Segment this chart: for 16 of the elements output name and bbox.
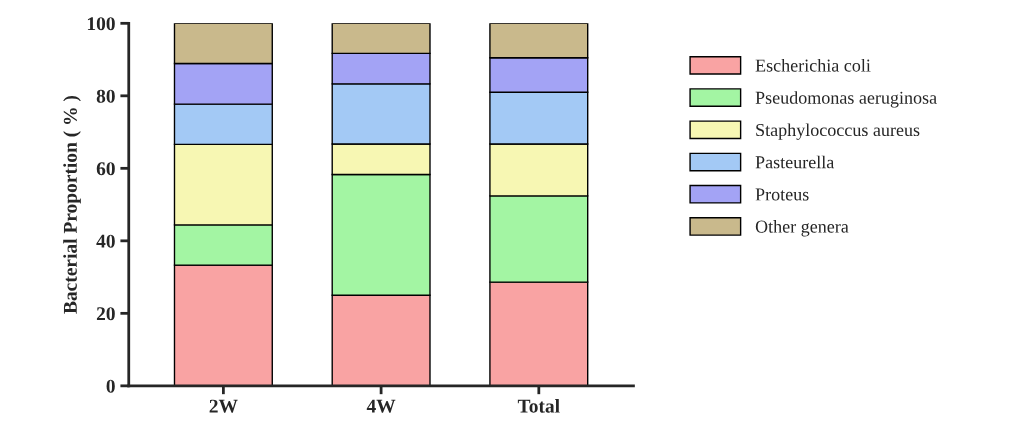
x-tick-label: 4W bbox=[366, 399, 396, 413]
x-tick-label: Total bbox=[517, 399, 560, 413]
y-tick-label: 40 bbox=[96, 234, 115, 248]
legend-label: Pasteurella bbox=[755, 155, 835, 169]
y-axis-title: Bacterial Proportion ( % ) bbox=[63, 95, 81, 314]
legend-label: Pseudomonas aeruginosa bbox=[755, 91, 937, 108]
legend-label: Other genera bbox=[755, 220, 849, 237]
y-tick-label: 80 bbox=[96, 89, 115, 103]
legend-label: Escherichia coli bbox=[755, 58, 871, 72]
legend-label: Staphylococcus aureus bbox=[756, 123, 920, 140]
x-tick-label: 2W bbox=[209, 399, 238, 413]
y-tick-label: 100 bbox=[87, 17, 115, 31]
legend-label: Proteus bbox=[755, 188, 809, 201]
y-tick-label: 20 bbox=[96, 307, 115, 321]
y-tick-label: 0 bbox=[106, 379, 115, 393]
y-tick-label: 60 bbox=[96, 162, 115, 176]
